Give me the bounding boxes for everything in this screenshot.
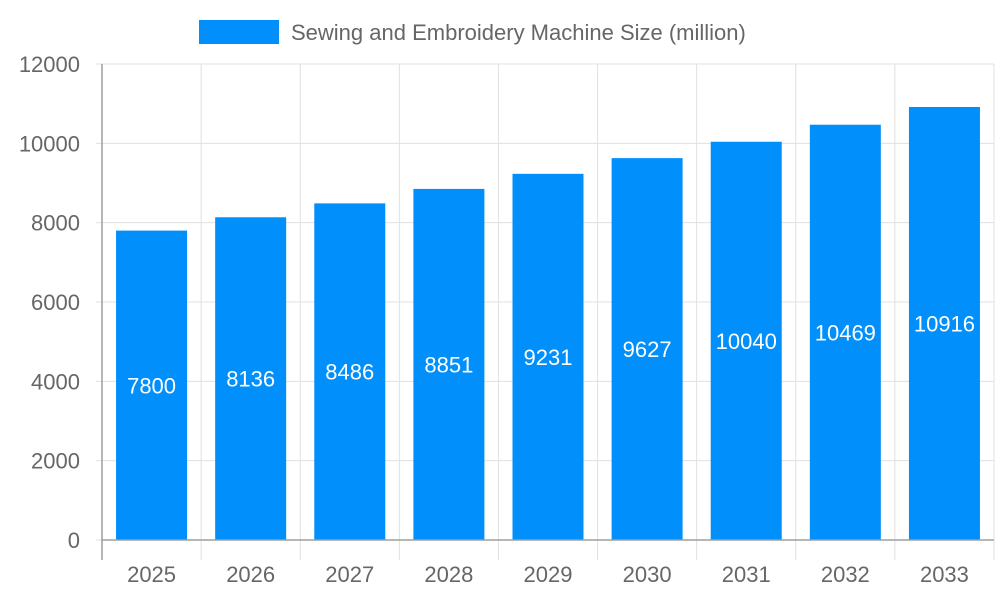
legend[interactable]: Sewing and Embroidery Machine Size (mill… xyxy=(199,20,746,45)
x-tick-label: 2030 xyxy=(623,562,672,587)
y-tick-label: 8000 xyxy=(31,211,80,236)
bar xyxy=(413,188,485,540)
data-label: 8136 xyxy=(226,367,275,392)
bars: 7800 8136 8486 8851 9231 9627 10040 10469 10916 xyxy=(116,106,980,541)
bar xyxy=(116,230,188,540)
x-tick-label: 2026 xyxy=(226,562,275,587)
y-tick-label: 6000 xyxy=(31,290,80,315)
x-tick-label: 2029 xyxy=(524,562,573,587)
bar xyxy=(611,158,683,540)
data-label: 9627 xyxy=(623,337,672,362)
y-tick-label: 4000 xyxy=(31,369,80,394)
y-tick-label: 10000 xyxy=(19,131,80,156)
data-label: 7800 xyxy=(127,373,176,398)
x-tick-label: 2028 xyxy=(424,562,473,587)
data-label: 8486 xyxy=(325,360,374,385)
bar xyxy=(215,217,287,540)
y-tick-label: 0 xyxy=(68,528,80,553)
x-tick-label: 2031 xyxy=(722,562,771,587)
bar xyxy=(710,141,782,540)
legend-label: Sewing and Embroidery Machine Size (mill… xyxy=(291,20,746,45)
bar xyxy=(512,173,584,540)
y-tick-label: 12000 xyxy=(19,52,80,77)
data-label: 8851 xyxy=(424,352,473,377)
y-tick-label: 2000 xyxy=(31,449,80,474)
legend-swatch xyxy=(199,20,279,44)
x-tick-label: 2032 xyxy=(821,562,870,587)
data-label: 10916 xyxy=(914,311,975,336)
bar xyxy=(314,203,386,540)
bar xyxy=(809,124,881,540)
x-tick-label: 2033 xyxy=(920,562,969,587)
data-label: 10040 xyxy=(716,329,777,354)
x-tick-label: 2025 xyxy=(127,562,176,587)
x-tick-label: 2027 xyxy=(325,562,374,587)
axes: 0 2000 4000 6000 8000 10000 12000 2025 2026 2027 2… xyxy=(19,52,994,587)
data-label: 10469 xyxy=(815,320,876,345)
bar xyxy=(908,106,980,541)
data-label: 9231 xyxy=(524,345,573,370)
